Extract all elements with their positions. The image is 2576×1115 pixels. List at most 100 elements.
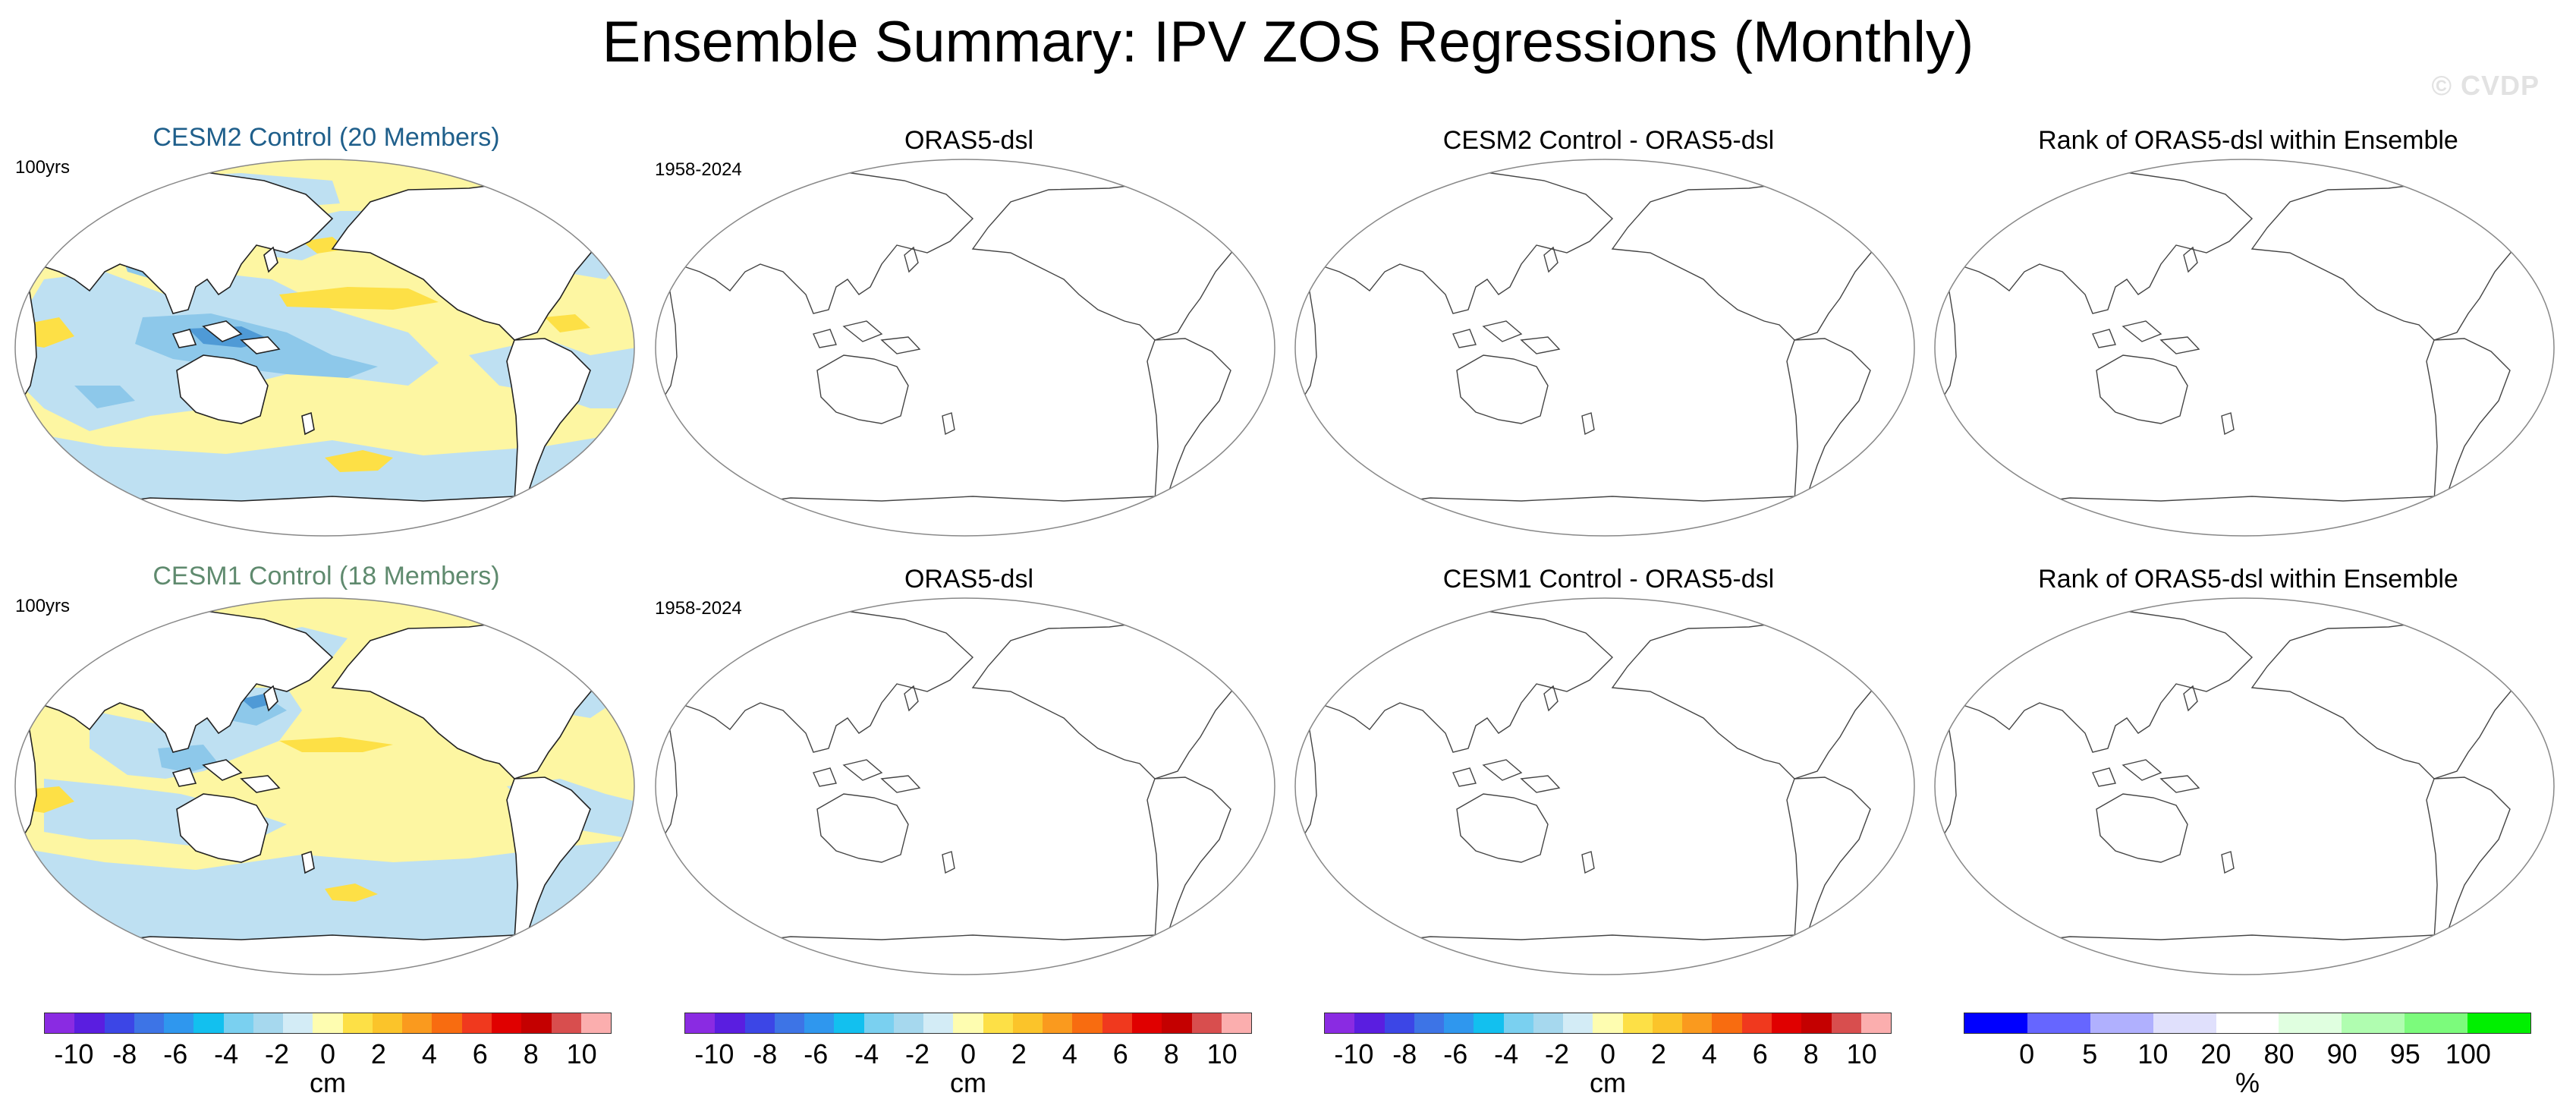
cesm1-regression-map [14,597,635,975]
colorbar-tick-label: 0 [319,1038,336,1069]
oras5-map-row2 [655,597,1275,975]
colorbar-tick-label: 10 [1846,1038,1877,1069]
colorbar-swatch [1801,1013,1832,1033]
colorbar-tick-label: -8 [753,1038,778,1069]
colorbar-swatch [1503,1013,1533,1033]
colorbar-tick-label: -4 [854,1038,879,1069]
colorbar-tick-label: 0 [960,1038,977,1069]
colorbar-swatch [283,1013,313,1033]
colorbar-swatch [551,1013,581,1033]
colorbar-swatch [45,1013,75,1033]
colorbar-swatch [715,1013,745,1033]
diff-panel-title-row2: CESM1 Control - ORAS5-dsl [1442,565,1775,594]
colorbar-tick-label: 10 [2137,1038,2169,1069]
colorbar-swatch [491,1013,522,1033]
colorbar-tick-label: 6 [1752,1038,1768,1069]
colorbar-tick-label: 0 [1599,1038,1616,1069]
rank-panel-title-row2: Rank of ORAS5-dsl within Ensemble [2038,565,2458,594]
colorbar-swatch [1102,1013,1132,1033]
colorbar-tick-label: 20 [2200,1038,2232,1069]
colorbar-swatch [2405,1013,2468,1033]
colorbar-swatch [1354,1013,1385,1033]
rank-map-row2 [1934,597,2555,975]
colorbar-tick-label: -10 [694,1038,734,1069]
colorbar-tick-label: -10 [54,1038,94,1069]
cesm2-regression-map [14,159,635,537]
colorbar-swatch [1072,1013,1102,1033]
obs-panel-title-row2: ORAS5-dsl [904,565,1034,594]
colorbar-swatch [313,1013,343,1033]
colorbar-swatch [1682,1013,1713,1033]
colorbar-swatch [1563,1013,1593,1033]
colorbar-swatch [804,1013,835,1033]
obs-period-row1: 1958-2024 [655,159,742,180]
colorbar-swatch [2090,1013,2153,1033]
diff-panel-title-row1: CESM2 Control - ORAS5-dsl [1442,126,1775,155]
colorbar-diff [1324,1013,1892,1034]
colorbar-swatch [1325,1013,1355,1033]
colorbar-tick-label: -10 [1334,1038,1374,1069]
colorbar-swatch [1414,1013,1445,1033]
model-period-row1: 100yrs [15,157,71,178]
colorbar-swatch [2153,1013,2216,1033]
colorbar-tick-label: -4 [1494,1038,1519,1069]
colorbar-obs [684,1013,1252,1034]
colorbar-tick-label: 80 [2263,1038,2294,1069]
obs-panel-title-row1: ORAS5-dsl [904,126,1034,155]
model-panel-title-row1: CESM2 Control (20 Members) [153,123,500,152]
colorbar-tick-label: 90 [2326,1038,2357,1069]
colorbar-swatch [74,1013,105,1033]
colorbar-swatch [223,1013,253,1033]
colorbar-swatch [1131,1013,1162,1033]
colorbar-swatch [953,1013,983,1033]
colorbar-swatch [521,1013,552,1033]
colorbar-tick-label: 5 [2082,1038,2098,1069]
colorbar-tick-label: -6 [804,1038,829,1069]
colorbar-tick-label: -6 [1443,1038,1468,1069]
colorbar-swatch [1652,1013,1683,1033]
colorbar-swatch [104,1013,134,1033]
colorbar-swatch [1012,1013,1043,1033]
colorbar-swatch [1474,1013,1504,1033]
colorbar-swatch [580,1013,612,1033]
model-period-row2: 100yrs [15,596,71,616]
colorbar-swatch [834,1013,864,1033]
obs-period-row2: 1958-2024 [655,598,742,619]
colorbar-swatch [923,1013,954,1033]
colorbar-swatch [134,1013,165,1033]
colorbar-model [44,1013,612,1034]
rank-panel-title-row1: Rank of ORAS5-dsl within Ensemble [2038,126,2458,155]
colorbar-swatch [2216,1013,2279,1033]
colorbar-swatch [193,1013,224,1033]
colorbar-tick-label: 4 [421,1038,437,1069]
colorbar-swatch [164,1013,194,1033]
colorbar-unit-label: % [2235,1067,2260,1098]
colorbar-swatch [744,1013,775,1033]
colorbar-swatch [1162,1013,1192,1033]
colorbar-tick-label: 8 [1163,1038,1179,1069]
colorbar-swatch [2342,1013,2405,1033]
colorbar-swatch [1533,1013,1564,1033]
colorbar-tick-label: -2 [265,1038,290,1069]
colorbar-tick-label: 10 [566,1038,597,1069]
colorbar-tick-label: -8 [112,1038,137,1069]
colorbar-swatch [372,1013,403,1033]
colorbar-swatch [1384,1013,1414,1033]
colorbar-tick-label: 95 [2389,1038,2420,1069]
colorbar-swatch [1221,1013,1252,1033]
colorbar-swatch [342,1013,373,1033]
figure-title: Ensemble Summary: IPV ZOS Regressions (M… [602,10,1974,74]
colorbar-swatch [1771,1013,1802,1033]
colorbar-swatch [893,1013,924,1033]
cvdp-watermark: © CVDP [2431,70,2540,101]
oras5-map-row1 [655,159,1275,537]
colorbar-swatch [2467,1013,2531,1033]
colorbar-tick-label: 8 [523,1038,539,1069]
colorbar-tick-label: 4 [1701,1038,1717,1069]
colorbar-swatch [774,1013,805,1033]
colorbar-swatch [432,1013,462,1033]
colorbar-unit-label: cm [310,1067,346,1098]
colorbar-swatch [461,1013,492,1033]
colorbar-swatch [2027,1013,2090,1033]
colorbar-swatch [1712,1013,1742,1033]
